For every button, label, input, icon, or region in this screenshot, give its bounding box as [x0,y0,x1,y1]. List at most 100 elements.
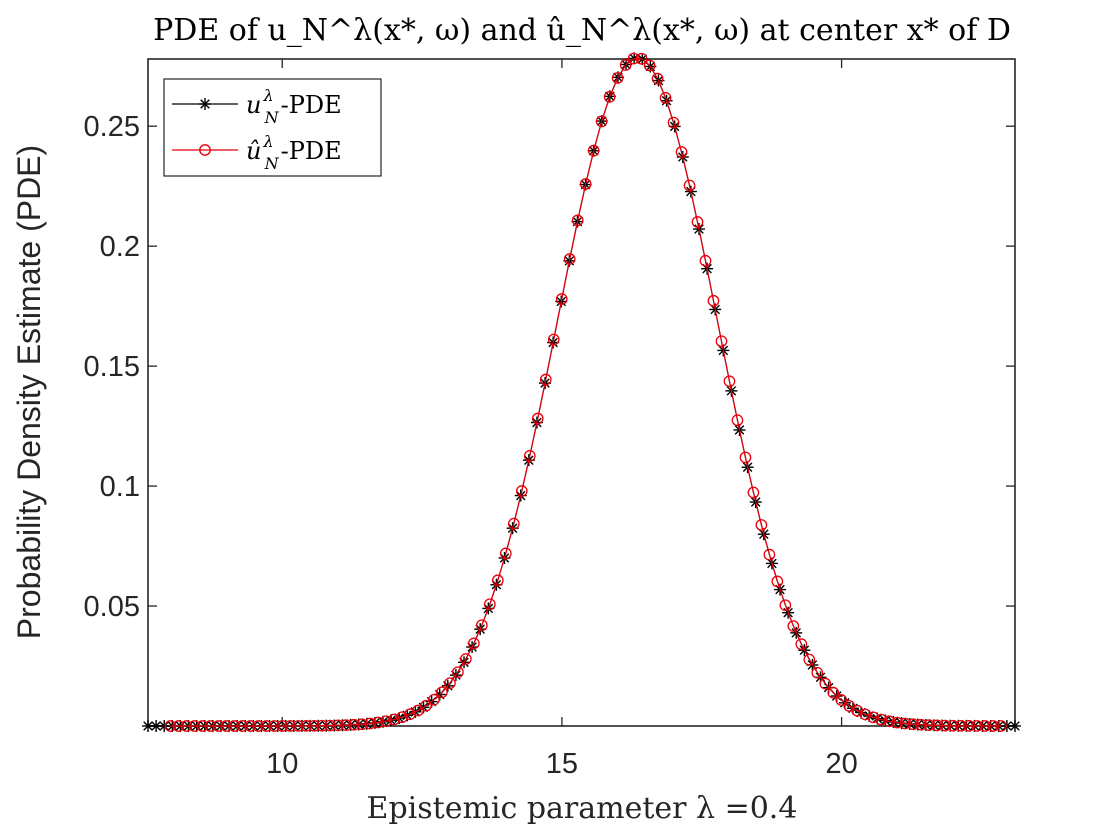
data-point-circle [460,653,472,665]
legend: u λ N-PDE û λ N-PDE [163,78,382,177]
data-point-circle [316,719,328,732]
data-point-circle [899,717,912,730]
data-point-circle [436,686,448,699]
x-tick-label: 10 [266,748,298,780]
data-point-circle [476,619,488,632]
data-point-circle [659,92,672,104]
data-point-circle [603,91,616,103]
data-point-circle [571,214,584,227]
data-point-circle [531,412,544,425]
data-point-circle [819,677,832,690]
data-point-circle [771,575,784,588]
data-point-circle [795,638,808,650]
y-tick-label: 0.15 [84,351,140,383]
y-axis-label: Probability Density Estimate (PDE) [11,145,47,639]
legend-label-u: u λ N-PDE [246,86,342,127]
data-point-circle [284,720,297,732]
data-point-circle [164,720,177,732]
data-point-circle [204,720,217,732]
data-point-circle [499,547,512,560]
data-point-asterisk [1009,719,1021,732]
data-point-circle [252,720,265,732]
data-point-circle [468,637,480,650]
data-point-circle [172,720,185,732]
data-point-circle [979,720,991,732]
data-point-circle [675,146,688,158]
data-point-circle [971,720,983,732]
data-point-circle [587,144,600,157]
data-point-circle [955,719,967,732]
legend-marker-u [199,98,211,110]
data-point-circle [995,720,1007,732]
legend-box [163,78,382,177]
y-tick-label: 0.2 [100,231,140,263]
data-point-circle [907,718,920,731]
x-tick-label: 15 [546,748,578,780]
data-point-circle [827,686,840,699]
data-point-circle [931,719,943,732]
data-point-circle [228,720,241,732]
data-point-circle [699,254,712,267]
data-point-circle [276,720,289,732]
data-point-circle [563,253,576,265]
data-point-circle [619,59,632,71]
data-point-circle [651,72,664,85]
data-point-circle [555,293,568,305]
data-point-circle [364,717,376,730]
data-point-circle [547,333,560,346]
data-point-circle [611,72,624,84]
data-point-circle [723,375,736,388]
data-point-circle [667,116,680,129]
data-point-circle [188,720,201,732]
data-point-circle [396,711,408,724]
data-point-circle [420,699,432,712]
data-point-circle [595,115,608,128]
data-point-circle [515,485,528,497]
data-point-circle [747,486,760,499]
data-point-circle [715,335,728,348]
data-point-circle [452,666,464,679]
y-tick-label: 0.05 [84,591,140,623]
legend-label-uhat: û λ N-PDE [246,132,342,173]
plot-area-frame [147,58,1016,727]
data-point-circle [787,620,800,632]
data-point-circle [523,449,536,462]
data-point-circle [923,719,935,731]
data-point-circle [324,719,336,732]
data-point-circle [507,517,520,530]
data-point-circle [260,720,273,732]
data-point-circle [539,373,552,386]
data-point-circle [707,294,720,307]
data-point-circle [491,574,504,587]
data-point-circle [236,720,249,732]
data-point-circle [388,713,400,726]
data-point-circle [691,216,704,228]
data-point-circle [939,719,951,732]
chart-title: PDE of u_N^λ(x*, ω) and û_N^λ(x*, ω) at … [153,13,1011,48]
data-point-circle [963,720,975,732]
data-point-circle [380,715,392,728]
data-point-circle [300,720,312,732]
data-point-circle [891,716,904,729]
data-point-circle [372,716,384,729]
legend-marker-uhat [199,144,211,156]
data-point-circle [803,653,816,666]
x-axis-label: Epistemic parameter λ =0.4 [367,791,798,826]
series-uhat [164,52,1007,732]
data-point-circle [763,548,776,561]
data-point-circle [348,718,360,731]
data-point-circle [483,598,496,611]
data-point-circle [731,414,744,427]
data-point-asterisk [158,720,171,732]
data-point-circle [683,179,696,192]
plot-content [142,52,1021,732]
data-point-circle [947,719,959,732]
data-point-circle [755,519,768,531]
data-point-circle [444,677,456,690]
data-point-circle [835,694,848,706]
data-point-circle [579,178,592,190]
data-point-circle [220,720,233,732]
data-point-circle [915,718,928,731]
data-point-circle [340,719,352,731]
